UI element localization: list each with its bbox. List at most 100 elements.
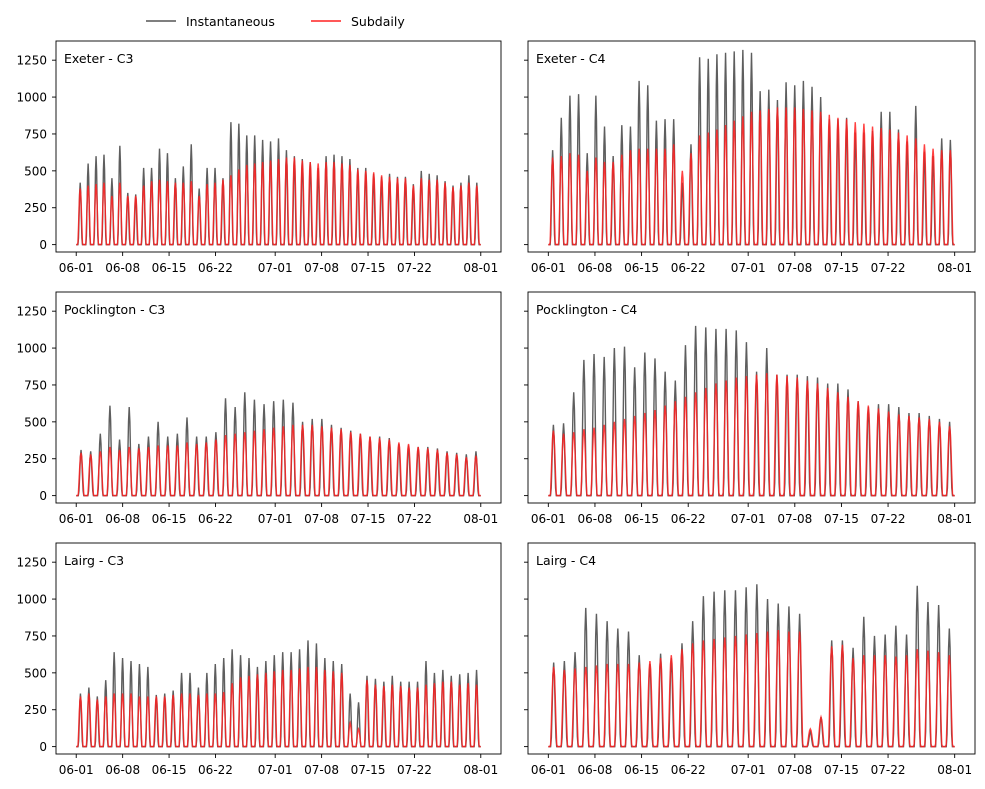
y-tick-label: 1250 — [16, 556, 47, 570]
y-tick-label: 250 — [24, 703, 47, 717]
x-tick-label: 07-01 — [258, 261, 293, 275]
x-tick-label: 08-01 — [937, 261, 972, 275]
x-tick-label: 07-01 — [731, 261, 766, 275]
series-subdaily-line — [76, 666, 481, 748]
series-subdaily-line — [548, 630, 955, 748]
x-tick-label: 07-15 — [824, 261, 859, 275]
legend-instantaneous-label: Instantaneous — [186, 14, 275, 29]
series-instantaneous-line — [76, 122, 481, 246]
y-tick-label: 500 — [24, 666, 47, 680]
x-tick-label: 06-08 — [105, 763, 140, 777]
x-tick-label: 06-08 — [105, 261, 140, 275]
series-group — [76, 122, 481, 246]
y-tick-label: 0 — [39, 238, 47, 252]
panel-1: Exeter - C4 06-01 06-08 06-15 06-22 07-01 07-0… — [524, 40, 976, 275]
panel-frame — [55, 40, 502, 253]
x-tick-label: 06-22 — [671, 512, 706, 526]
series-group — [548, 325, 955, 497]
x-tick-label: 06-01 — [531, 261, 566, 275]
panel-title: Exeter - C4 — [536, 51, 606, 66]
x-tick-label: 06-08 — [578, 261, 613, 275]
panel-2: Pocklington - C3 0 250 500 750 1000 1250 06-01 0… — [16, 291, 502, 526]
y-tick-label: 750 — [24, 127, 47, 141]
panels: Exeter - C3 0 250 500 750 1000 1250 06-01 06-08 0… — [16, 40, 976, 777]
x-tick-label: 07-15 — [351, 261, 386, 275]
x-tick-label: 07-08 — [304, 512, 339, 526]
x-tick-label: 07-08 — [304, 261, 339, 275]
x-tick-label: 06-15 — [624, 261, 659, 275]
panel-frame — [55, 291, 502, 504]
x-tick-label: 07-22 — [871, 261, 906, 275]
x-tick-label: 07-22 — [397, 261, 432, 275]
x-tick-label: 06-01 — [531, 512, 566, 526]
x-tick-label: 07-08 — [777, 763, 812, 777]
x-tick-label: 07-08 — [304, 763, 339, 777]
x-tick-label: 07-15 — [824, 763, 859, 777]
panel-0: Exeter - C3 0 250 500 750 1000 1250 06-01 06-08 0… — [16, 40, 502, 275]
y-tick-label: 0 — [39, 740, 47, 754]
panel-title: Exeter - C3 — [64, 51, 133, 66]
y-tick-label: 250 — [24, 201, 47, 215]
y-tick-label: 500 — [24, 415, 47, 429]
x-tick-label: 06-08 — [105, 512, 140, 526]
x-tick-label: 06-22 — [671, 763, 706, 777]
panel-title: Pocklington - C3 — [64, 302, 165, 317]
x-tick-label: 08-01 — [937, 763, 972, 777]
x-tick-label: 06-22 — [198, 261, 233, 275]
x-tick-label: 06-22 — [198, 512, 233, 526]
panel-5: Lairg - C4 06-01 06-08 06-15 06-22 07-01 07-08… — [524, 542, 976, 777]
x-tick-label: 07-15 — [824, 512, 859, 526]
x-tick-label: 06-01 — [59, 763, 94, 777]
panel-3: Pocklington - C4 06-01 06-08 06-15 06-22 07-0… — [524, 291, 976, 526]
y-tick-label: 750 — [24, 378, 47, 392]
series-subdaily-line — [76, 424, 481, 497]
series-group — [548, 49, 955, 246]
series-instantaneous-line — [548, 49, 955, 246]
series-group — [76, 392, 481, 497]
y-tick-label: 250 — [24, 452, 47, 466]
x-tick-label: 06-15 — [152, 763, 187, 777]
x-tick-label: 06-15 — [152, 261, 187, 275]
x-tick-label: 07-22 — [871, 763, 906, 777]
x-tick-label: 07-08 — [777, 512, 812, 526]
series-instantaneous-line — [548, 325, 955, 497]
y-tick-label: 0 — [39, 489, 47, 503]
x-tick-label: 06-15 — [624, 763, 659, 777]
x-tick-label: 07-01 — [258, 763, 293, 777]
x-tick-label: 07-08 — [777, 261, 812, 275]
x-tick-label: 06-08 — [578, 763, 613, 777]
series-subdaily-line — [76, 157, 481, 246]
x-tick-label: 06-22 — [671, 261, 706, 275]
panel-frame — [527, 40, 976, 253]
x-tick-label: 06-08 — [578, 512, 613, 526]
x-tick-label: 07-15 — [351, 763, 386, 777]
panel-frame — [527, 291, 976, 504]
x-tick-label: 08-01 — [463, 512, 498, 526]
panel-4: Lairg - C3 0 250 500 750 1000 1250 06-01 06-08 06… — [16, 542, 502, 777]
x-tick-label: 08-01 — [463, 261, 498, 275]
y-tick-label: 500 — [24, 164, 47, 178]
x-tick-label: 08-01 — [463, 763, 498, 777]
x-tick-label: 07-22 — [397, 512, 432, 526]
x-tick-label: 07-01 — [258, 512, 293, 526]
x-tick-label: 07-22 — [871, 512, 906, 526]
series-group — [548, 584, 955, 748]
y-tick-label: 1000 — [16, 593, 47, 607]
x-tick-label: 06-15 — [152, 512, 187, 526]
y-tick-label: 1250 — [16, 305, 47, 319]
series-subdaily-line — [548, 373, 955, 497]
x-tick-label: 06-01 — [59, 512, 94, 526]
legend-subdaily-label: Subdaily — [351, 14, 405, 29]
x-tick-label: 07-01 — [731, 512, 766, 526]
x-tick-label: 07-15 — [351, 512, 386, 526]
x-tick-label: 07-22 — [397, 763, 432, 777]
x-tick-label: 06-22 — [198, 763, 233, 777]
y-tick-label: 750 — [24, 629, 47, 643]
x-tick-label: 06-15 — [624, 512, 659, 526]
panel-frame — [55, 542, 502, 755]
panel-title: Lairg - C4 — [536, 553, 596, 568]
x-tick-label: 08-01 — [937, 512, 972, 526]
y-tick-label: 1000 — [16, 91, 47, 105]
x-tick-label: 07-01 — [731, 763, 766, 777]
